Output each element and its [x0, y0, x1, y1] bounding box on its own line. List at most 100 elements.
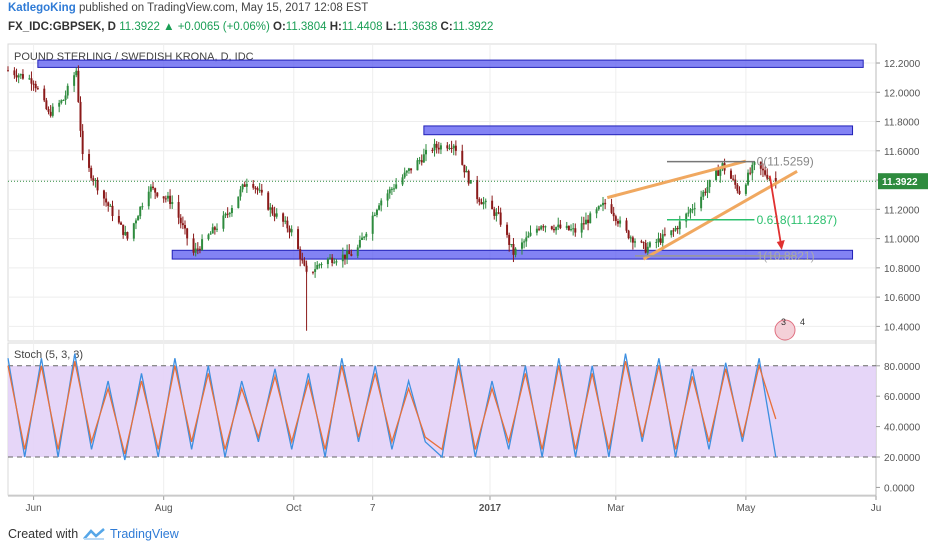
- candle-body: [94, 179, 97, 181]
- candle-body: [595, 209, 598, 214]
- candle-body: [747, 172, 750, 185]
- candle-body: [314, 269, 317, 272]
- candle-body: [405, 170, 408, 173]
- symbol-line: FX_IDC:GBPSEK, D 11.3922 ▲ +0.0065 (+0.0…: [8, 21, 493, 33]
- x-tick-label: Mar: [607, 503, 625, 514]
- candle-body: [318, 264, 321, 266]
- candle-body: [766, 174, 769, 179]
- candle-body: [604, 202, 607, 205]
- x-tick-label: Jun: [26, 503, 42, 514]
- candle-body: [715, 170, 718, 180]
- candle-body: [495, 212, 498, 216]
- event-count: 3: [781, 317, 786, 327]
- candle-body: [365, 233, 368, 237]
- candle-body: [552, 229, 555, 231]
- stoch-title: Stoch (5, 3, 3): [14, 349, 83, 361]
- candle-body: [77, 70, 80, 102]
- candle-body: [736, 184, 739, 191]
- candle-body: [241, 184, 244, 190]
- candle-body: [126, 232, 129, 239]
- candle-body: [706, 187, 709, 193]
- chart-header: KatlegoKing published on TradingView.com…: [0, 0, 932, 38]
- candle-body: [616, 221, 619, 224]
- candle-body: [584, 219, 587, 225]
- candle-body: [648, 242, 651, 247]
- candle-body: [81, 130, 84, 155]
- close-label: C:: [440, 21, 453, 33]
- candle-body: [216, 228, 219, 230]
- candle-body: [702, 191, 705, 197]
- candle-body: [655, 241, 658, 243]
- candle-body: [79, 101, 82, 131]
- resistance-zone: [171, 249, 854, 260]
- candle-body: [226, 213, 229, 215]
- candle-body: [198, 248, 201, 250]
- candle-body: [450, 147, 453, 149]
- candle-body: [363, 236, 366, 238]
- candle-body: [719, 168, 722, 176]
- candle-body: [245, 184, 248, 187]
- y-tick-label: 11.0000: [884, 235, 920, 246]
- candle-body: [437, 147, 440, 150]
- candle-body: [326, 258, 329, 265]
- candle-body: [644, 242, 647, 253]
- candle-body: [269, 207, 272, 210]
- candle-body: [395, 184, 398, 189]
- candle-body: [299, 249, 302, 260]
- resistance-zone: [423, 125, 854, 136]
- candle-body: [420, 160, 423, 163]
- candle-body: [435, 143, 438, 148]
- candle-body: [572, 228, 575, 230]
- candle-body: [497, 212, 500, 214]
- y-tick-label: 11.6000: [884, 147, 920, 158]
- candle-body: [390, 188, 393, 190]
- candle-body: [454, 145, 457, 151]
- candle-body: [177, 202, 180, 218]
- candle-body: [761, 168, 764, 171]
- stoch-band: [8, 365, 876, 457]
- candle-body: [749, 172, 752, 174]
- candle-body: [36, 88, 39, 90]
- candle-body: [535, 228, 538, 233]
- candle-body: [529, 232, 532, 236]
- price-chart[interactable]: 12.200012.000011.800011.600011.400011.20…: [0, 38, 932, 518]
- candle-body: [482, 202, 485, 205]
- candle-body: [691, 209, 694, 211]
- author-link[interactable]: KatlegoKing: [8, 2, 76, 14]
- stoch-y-tick-label: 80.0000: [884, 362, 921, 373]
- candle-body: [657, 238, 660, 242]
- candle-body: [286, 220, 289, 229]
- candle-body: [329, 257, 332, 259]
- tradingview-logo-icon[interactable]: [82, 527, 106, 546]
- y-tick-label: 10.4000: [884, 322, 921, 333]
- candle-body: [152, 186, 155, 189]
- x-tick-label: May: [736, 503, 755, 514]
- candle-body: [759, 161, 762, 169]
- candle-body: [380, 200, 383, 206]
- tradingview-brand-link[interactable]: TradingView: [110, 527, 179, 541]
- fib-label-0: 0(11.5259): [757, 155, 814, 169]
- candle-body: [47, 109, 50, 112]
- prediction-arrowhead: [776, 239, 785, 250]
- candle-body: [587, 219, 590, 224]
- candle-body: [297, 229, 300, 250]
- candle-body: [676, 228, 679, 230]
- candle-body: [689, 209, 692, 213]
- candle-body: [122, 224, 125, 235]
- candle-body: [634, 241, 637, 243]
- candle-body: [179, 217, 182, 224]
- candle-body: [15, 75, 18, 78]
- candle-body: [149, 186, 152, 192]
- candle-body: [303, 260, 306, 266]
- candle-body: [602, 202, 605, 206]
- candle-body: [184, 225, 187, 229]
- candle-body: [512, 244, 515, 255]
- candle-body: [610, 204, 613, 213]
- candle-body: [162, 196, 165, 199]
- candle-body: [514, 248, 517, 255]
- candle-body: [346, 250, 349, 259]
- candle-body: [267, 192, 270, 210]
- candle-body: [597, 206, 600, 210]
- y-tick-label: 11.2000: [884, 205, 920, 216]
- candle-body: [422, 154, 425, 163]
